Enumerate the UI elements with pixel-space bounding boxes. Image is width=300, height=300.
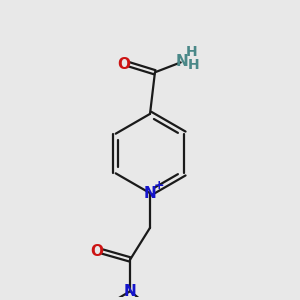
Text: O: O [90, 244, 103, 259]
Text: H: H [188, 58, 200, 72]
Text: H: H [186, 46, 197, 59]
Text: N: N [144, 186, 156, 201]
Text: N: N [175, 54, 188, 69]
Text: +: + [154, 179, 164, 192]
Text: N: N [124, 284, 136, 299]
Text: O: O [117, 57, 130, 72]
